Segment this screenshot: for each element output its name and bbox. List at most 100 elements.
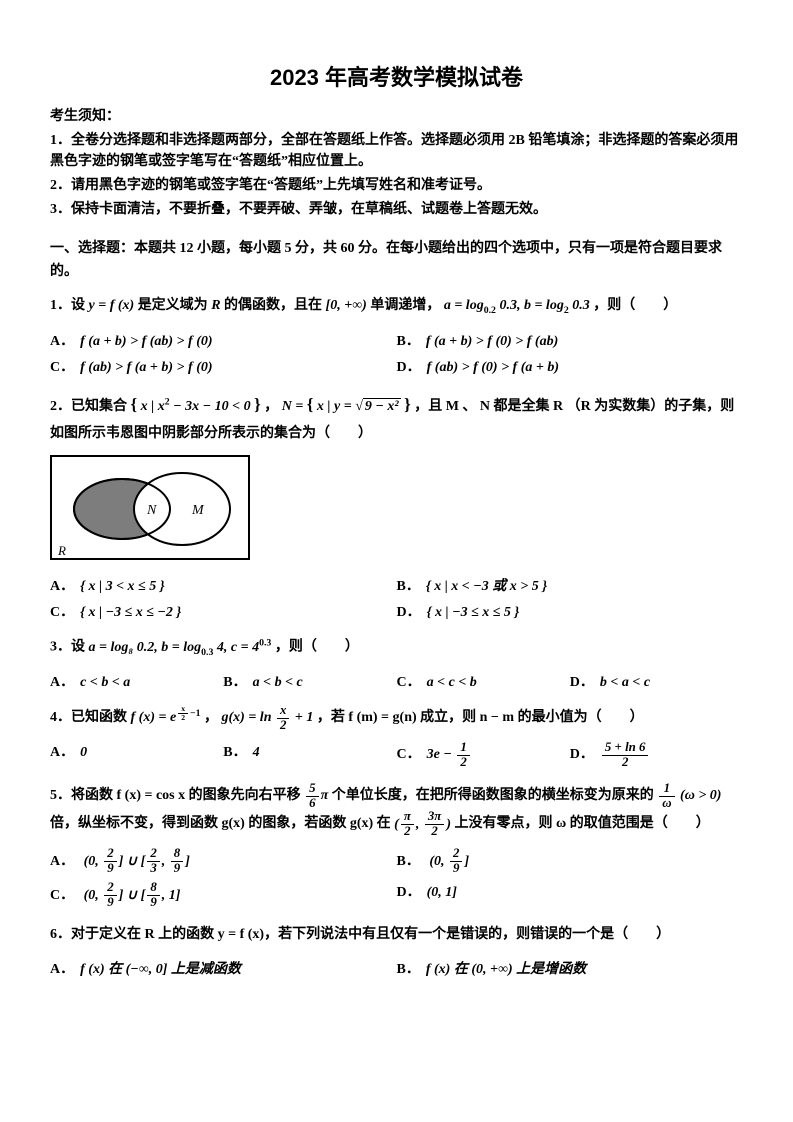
q4-f-def: f (x) = ex2−1	[131, 710, 205, 725]
q5c-1n: 2	[104, 881, 116, 896]
q1-tail: ，则（ ）	[593, 298, 677, 313]
q2-b: { x | x < −3 或 x > 5 }	[426, 579, 547, 594]
label-d: D．	[570, 675, 594, 690]
q3-b-arg: 4, c = 4	[213, 640, 259, 655]
q6-a: f (x) 在 (−∞, 0] 上是减函数	[80, 962, 241, 977]
q5-mid2: 倍，纵坐标不变，得到函数 g(x) 的图象，若函数 g(x) 在	[50, 817, 394, 832]
q6-text: 6．对于定义在 R 上的函数 y = f (x)，若下列说法中有且仅有一个是错误…	[50, 927, 670, 942]
q3-a: c < b < a	[80, 675, 130, 690]
label-b: B．	[397, 579, 420, 594]
question-1: 1．设 y = f (x) 是定义域为 R 的偶函数，且在 [0, +∞) 单调…	[50, 293, 743, 320]
q5a-2d: 3	[147, 862, 159, 876]
q2-prefix: 2．已知集合	[50, 399, 131, 414]
q1-b-arg: 0.3	[569, 298, 590, 313]
q5a-2n: 2	[147, 847, 159, 862]
label-c: C．	[397, 675, 421, 690]
label-b: B．	[397, 334, 420, 349]
q4-f-exp-d: 2	[178, 714, 188, 722]
q3-pre: 3．设	[50, 640, 89, 655]
question-3: 3．设 a = log₈ 0.2, b = log0.3 4, c = 40.3…	[50, 634, 743, 662]
label-b: B．	[397, 962, 420, 977]
q6-option-b: B． f (x) 在 (0, +∞) 上是增函数	[397, 955, 744, 981]
q1-a-arg: 0.3,	[496, 298, 524, 313]
instructions-heading: 考生须知：	[50, 106, 743, 128]
q4-c-n: 1	[457, 741, 469, 756]
label-a: A．	[50, 675, 74, 690]
q5-option-c: C． (0, 29] ∪ [89, 1]	[50, 878, 397, 912]
q5a-3d: 9	[171, 862, 183, 876]
q2-M-def: { x | x2 − 3x − 10 < 0 }	[131, 399, 261, 414]
instruction-line-1: 1．全卷分选择题和非选择题两部分，全部在答题纸上作答。选择题必须用 2B 铅笔填…	[50, 130, 743, 173]
label-d: D．	[397, 605, 421, 620]
q5-ir-n: 3π	[425, 810, 444, 825]
label-a: A．	[50, 962, 74, 977]
q3-expr: a = log₈ 0.2, b = log0.3 4, c = 40.3	[89, 640, 275, 655]
q4-mid: ，若 f (m) = g(n) 成立，则 n − m 的最小值为（ ）	[317, 710, 644, 725]
q6-option-a: A． f (x) 在 (−∞, 0] 上是减函数	[50, 955, 397, 981]
q4-g-tail: + 1	[291, 710, 313, 725]
q1-mid2: 的偶函数，且在	[224, 298, 326, 313]
q5c-pre: (0,	[84, 888, 103, 903]
q5-scale-frac: 1ω	[659, 782, 674, 810]
q5c-2n: 8	[147, 881, 159, 896]
question-4: 4．已知函数 f (x) = ex2−1 ， g(x) = ln x2 + 1 …	[50, 704, 743, 732]
venn-label-r: R	[57, 543, 66, 558]
label-c: C．	[50, 605, 74, 620]
q4-option-c: C． 3e − 12	[397, 738, 570, 772]
q1-options: A． f (a + b) > f (ab) > f (0) B． f (a + b)…	[50, 327, 743, 379]
q2-option-d: D．{ x | −3 ≤ x ≤ 5 }	[397, 598, 744, 624]
q3-option-d: D． b < a < c	[570, 668, 743, 694]
q4-c-d: 2	[457, 756, 469, 770]
venn-label-m: M	[191, 503, 205, 518]
q5a-pre: (0,	[84, 854, 103, 869]
label-c: C．	[397, 747, 421, 762]
q1-c-text: f (ab) > f (a + b) > f (0)	[80, 360, 212, 375]
q3-b: a < b < c	[253, 675, 303, 690]
q1-option-c: C． f (ab) > f (a + b) > f (0)	[50, 353, 397, 379]
q5-ir-d: 2	[425, 825, 444, 839]
q5-option-d: D．(0, 1]	[397, 878, 744, 912]
q5-b: (0, 29]	[429, 854, 469, 869]
label-a: A．	[50, 334, 74, 349]
q5c-1d: 9	[104, 896, 116, 910]
exam-page: 2023 年高考数学模拟试卷 考生须知： 1．全卷分选择题和非选择题两部分，全部…	[0, 0, 793, 1122]
q2-a: { x | 3 < x ≤ 5 }	[80, 579, 165, 594]
q1-a-log: a = log	[444, 298, 484, 313]
q1-R: R	[211, 298, 220, 313]
q1-b-log: b = log	[524, 298, 564, 313]
q5-il-d: 2	[401, 825, 414, 839]
q3-c-exp: 0.3	[259, 637, 271, 648]
q4-g-pre: g(x) = ln	[222, 710, 275, 725]
q1-option-a: A． f (a + b) > f (ab) > f (0)	[50, 327, 397, 353]
q1-a-text: f (a + b) > f (ab) > f (0)	[80, 334, 212, 349]
q2-option-a: A．{ x | 3 < x ≤ 5 }	[50, 572, 397, 598]
q5b-d: 9	[450, 862, 462, 876]
q3-option-b: B．a < b < c	[223, 668, 396, 694]
q2-N-def: N = { x | y = √9 − x² }	[282, 399, 415, 414]
q5-scale-n: 1	[659, 782, 674, 797]
q4-g-def: g(x) = ln x2 + 1	[222, 710, 317, 725]
question-5: 5．将函数 f (x) = cos x 的图象先向右平移 56π 个单位长度，在…	[50, 782, 743, 838]
q4-c: 3e − 12	[427, 747, 472, 762]
q4-d-d: 2	[602, 756, 649, 770]
q5-interval: (π2, 3π2)	[394, 817, 451, 832]
q3-option-a: A． c < b < a	[50, 668, 223, 694]
q1-b-expr: b = log2 0.3	[524, 298, 590, 313]
q5a-end: ]	[185, 854, 190, 869]
q1-d-text: f (ab) > f (0) > f (a + b)	[427, 360, 559, 375]
label-c: C．	[50, 360, 74, 375]
q1-a-expr: a = log0.2 0.3,	[444, 298, 524, 313]
q2-c: { x | −3 ≤ x ≤ −2 }	[80, 605, 181, 620]
q3-d: b < a < c	[600, 675, 650, 690]
q5a-1d: 9	[104, 862, 116, 876]
label-c: C．	[50, 888, 74, 903]
q6-b: f (x) 在 (0, +∞) 上是增函数	[426, 962, 586, 977]
venn-diagram: N M R	[50, 455, 250, 560]
q3-c: a < c < b	[427, 675, 477, 690]
q1-mid3: 单调递增，	[370, 298, 440, 313]
q5-mid1: 个单位长度，在把所得函数图象的横坐标变为原来的	[332, 788, 658, 803]
q5-option-b: B． (0, 29]	[397, 844, 744, 878]
q4-d-n: 5 + ln 6	[602, 741, 649, 756]
q4-g-n: x	[277, 704, 289, 719]
q5-option-a: A． (0, 29] ∪ [23, 89]	[50, 844, 397, 878]
